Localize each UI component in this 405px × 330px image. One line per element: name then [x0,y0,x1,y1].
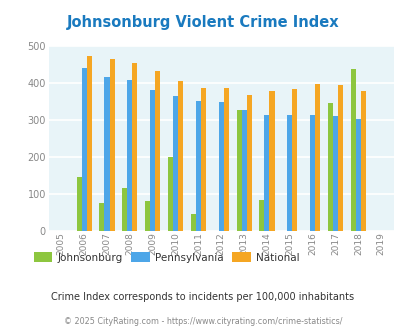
Bar [155,71,160,231]
Bar [145,201,150,231]
Bar [236,110,241,231]
Bar [77,178,81,231]
Bar [109,59,114,231]
Bar [173,96,178,231]
Bar [350,70,355,231]
Bar [218,102,223,231]
Bar [259,200,264,231]
Bar [150,90,155,231]
Bar [292,89,296,231]
Bar [309,115,314,231]
Bar [223,88,228,231]
Bar [178,81,183,231]
Bar [355,119,360,231]
Bar [264,115,269,231]
Bar [86,56,92,231]
Bar [246,95,251,231]
Bar [269,91,274,231]
Bar [314,84,320,231]
Bar [360,90,365,231]
Bar [337,85,342,231]
Bar [122,188,127,231]
Bar [241,110,246,231]
Bar [196,101,200,231]
Legend: Johnsonburg, Pennsylvania, National: Johnsonburg, Pennsylvania, National [30,248,303,267]
Bar [127,80,132,231]
Bar [81,68,86,231]
Text: © 2025 CityRating.com - https://www.cityrating.com/crime-statistics/: © 2025 CityRating.com - https://www.city… [64,317,341,326]
Bar [190,214,196,231]
Bar [132,63,137,231]
Bar [332,116,337,231]
Text: Johnsonburg Violent Crime Index: Johnsonburg Violent Crime Index [66,15,339,30]
Bar [287,115,292,231]
Bar [200,88,205,231]
Bar [327,104,332,231]
Text: Crime Index corresponds to incidents per 100,000 inhabitants: Crime Index corresponds to incidents per… [51,292,354,302]
Bar [99,203,104,231]
Bar [168,157,173,231]
Bar [104,77,109,231]
